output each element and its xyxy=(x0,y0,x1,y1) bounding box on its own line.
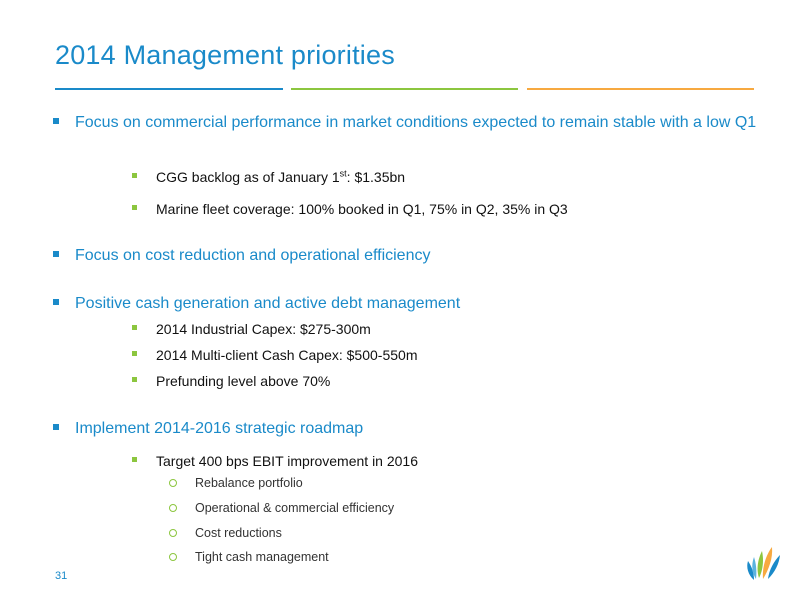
sub-bullet-ebit-target: Target 400 bps EBIT improvement in 2016 xyxy=(132,452,419,470)
sub-bullet-backlog: CGG backlog as of January 1st: $1.35bn xyxy=(132,168,406,186)
sub-bullet-industrial-capex: 2014 Industrial Capex: $275-300m xyxy=(132,320,371,338)
sub-bullet-text: Target 400 bps EBIT improvement in 2016 xyxy=(156,453,419,469)
sub-bullet-text: 2014 Industrial Capex: $275-300m xyxy=(156,321,371,337)
bullet-text: Implement 2014-2016 strategic roadmap xyxy=(75,420,364,437)
square-bullet-icon xyxy=(132,205,137,210)
square-bullet-icon xyxy=(132,377,137,382)
title-rule-blue xyxy=(55,88,283,90)
cgg-logo-icon xyxy=(747,547,780,580)
circle-bullet-icon xyxy=(169,479,177,487)
title-rule-green xyxy=(291,88,518,90)
square-bullet-icon xyxy=(132,457,137,462)
sub-sub-bullet-text: Rebalance portfolio xyxy=(195,476,303,490)
sub-sub-bullet-text: Operational & commercial efficiency xyxy=(195,501,395,515)
sub-bullet-prefunding: Prefunding level above 70% xyxy=(132,372,331,390)
sub-bullet-text-tail: : $1.35bn xyxy=(346,169,406,185)
square-bullet-icon xyxy=(53,118,59,124)
sub-bullet-text: CGG backlog as of January 1 xyxy=(156,169,340,185)
sub-bullet-text: Marine fleet coverage: 100% booked in Q1… xyxy=(156,201,568,217)
sub-sub-bullet-rebalance: Rebalance portfolio xyxy=(169,475,303,491)
square-bullet-icon xyxy=(132,351,137,356)
bullet-cost-reduction: Focus on cost reduction and operational … xyxy=(53,245,765,266)
bullet-cash-generation: Positive cash generation and active debt… xyxy=(53,293,765,314)
bullet-commercial-performance: Focus on commercial performance in marke… xyxy=(53,112,765,133)
sub-bullet-text: Prefunding level above 70% xyxy=(156,373,331,389)
bullet-text: Focus on cost reduction and operational … xyxy=(75,247,431,264)
square-bullet-icon xyxy=(132,173,137,178)
square-bullet-icon xyxy=(53,424,59,430)
slide-title: 2014 Management priorities xyxy=(55,40,395,70)
sub-sub-bullet-text: Cost reductions xyxy=(195,526,282,540)
bullet-text: Focus on commercial performance in marke… xyxy=(75,114,757,131)
sub-bullet-multiclient-capex: 2014 Multi-client Cash Capex: $500-550m xyxy=(132,346,418,364)
square-bullet-icon xyxy=(132,325,137,330)
circle-bullet-icon xyxy=(169,504,177,512)
sub-bullet-fleet-coverage: Marine fleet coverage: 100% booked in Q1… xyxy=(132,200,568,218)
sub-sub-bullet-text: Tight cash management xyxy=(195,550,329,564)
sub-bullet-text: 2014 Multi-client Cash Capex: $500-550m xyxy=(156,347,418,363)
bullet-strategic-roadmap: Implement 2014-2016 strategic roadmap xyxy=(53,418,765,439)
circle-bullet-icon xyxy=(169,553,177,561)
circle-bullet-icon xyxy=(169,529,177,537)
square-bullet-icon xyxy=(53,299,59,305)
sub-sub-bullet-cash-management: Tight cash management xyxy=(169,549,329,565)
bullet-text: Positive cash generation and active debt… xyxy=(75,295,461,312)
page-number: 31 xyxy=(55,570,68,582)
sub-sub-bullet-cost-reductions: Cost reductions xyxy=(169,525,282,541)
sub-sub-bullet-efficiency: Operational & commercial efficiency xyxy=(169,500,395,516)
square-bullet-icon xyxy=(53,251,59,257)
ordinal-suffix: st xyxy=(339,168,347,179)
title-rule-orange xyxy=(527,88,754,90)
